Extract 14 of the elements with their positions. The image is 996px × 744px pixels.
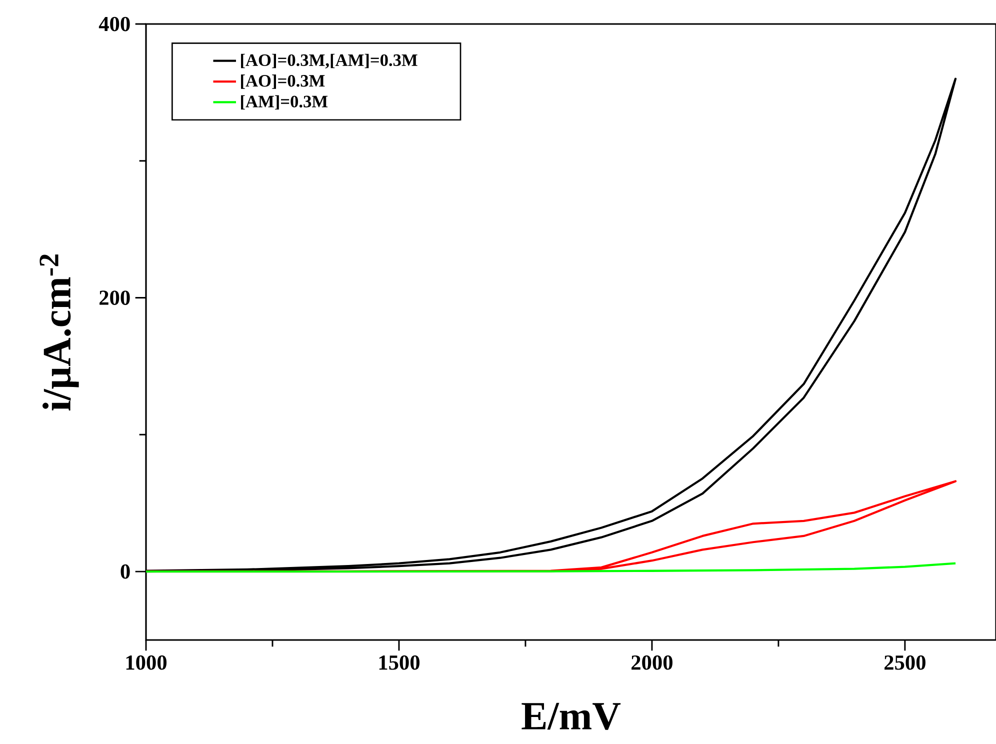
legend-label: [AM]=0.3M bbox=[241, 95, 328, 110]
legend-label: [AO]=0.3M bbox=[241, 74, 325, 89]
legend-label: [AO]=0.3M,[AM]=0.3M bbox=[241, 54, 418, 69]
line-series bbox=[146, 480, 957, 573]
y-tick-label: 400 bbox=[98, 16, 130, 32]
x-axis-title: E/mV bbox=[522, 702, 621, 730]
y-tick-label: 0 bbox=[120, 564, 130, 579]
line-series bbox=[146, 562, 957, 573]
x-tick-label: 2000 bbox=[632, 655, 672, 670]
y-axis-title: i/μA.cm$^{-2}$ bbox=[40, 254, 79, 411]
y-tick-label: 200 bbox=[100, 290, 130, 305]
x-tick-label: 1000 bbox=[126, 655, 167, 670]
x-tick-label: 1500 bbox=[379, 655, 420, 670]
x-tick-label: 2500 bbox=[884, 655, 926, 670]
